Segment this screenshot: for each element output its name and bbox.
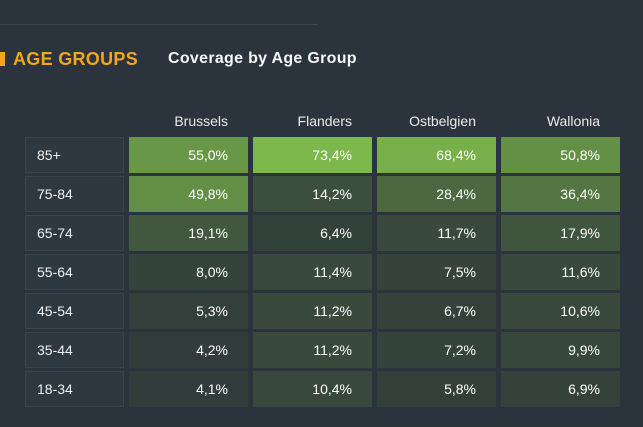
- heat-cell[interactable]: 11,7%: [377, 215, 496, 251]
- heat-cell[interactable]: 10,6%: [501, 293, 620, 329]
- heat-cell[interactable]: 14,2%: [253, 176, 372, 212]
- row-label: 75-84: [25, 176, 124, 212]
- heat-cell[interactable]: 4,1%: [129, 371, 248, 407]
- heat-cell[interactable]: 6,4%: [253, 215, 372, 251]
- heat-cell[interactable]: 11,2%: [253, 293, 372, 329]
- row-label: 35-44: [25, 332, 124, 368]
- row-label: 18-34: [25, 371, 124, 407]
- heat-cell[interactable]: 10,4%: [253, 371, 372, 407]
- heat-cell[interactable]: 36,4%: [501, 176, 620, 212]
- heat-cell[interactable]: 17,9%: [501, 215, 620, 251]
- clipped-letter-fragment: [0, 52, 5, 66]
- heat-cell[interactable]: 8,0%: [129, 254, 248, 290]
- heat-cell[interactable]: 19,1%: [129, 215, 248, 251]
- heat-cell[interactable]: 5,3%: [129, 293, 248, 329]
- heat-cell[interactable]: 6,9%: [501, 371, 620, 407]
- heat-cell[interactable]: 7,5%: [377, 254, 496, 290]
- row-label: 45-54: [25, 293, 124, 329]
- heat-cell[interactable]: 6,7%: [377, 293, 496, 329]
- heat-cell[interactable]: 68,4%: [377, 137, 496, 173]
- widget-title: Coverage by Age Group: [168, 50, 357, 67]
- heat-cell[interactable]: 49,8%: [129, 176, 248, 212]
- table-corner-spacer: [0, 100, 124, 134]
- heat-cell[interactable]: 50,8%: [501, 137, 620, 173]
- row-label: 55-64: [25, 254, 124, 290]
- heat-cell[interactable]: 7,2%: [377, 332, 496, 368]
- row-label: 65-74: [25, 215, 124, 251]
- column-header-wallonia: Wallonia: [546, 113, 600, 129]
- section-title-age-groups: AGE GROUPS: [13, 49, 139, 69]
- coverage-heatmap-table: Brussels Flanders Ostbelgien Wallonia 85…: [0, 100, 620, 407]
- column-header-ostbelgien: Ostbelgien: [409, 113, 476, 129]
- header-divider: [0, 24, 318, 25]
- heat-cell[interactable]: 28,4%: [377, 176, 496, 212]
- heat-cell[interactable]: 11,2%: [253, 332, 372, 368]
- heat-cell[interactable]: 11,4%: [253, 254, 372, 290]
- heat-cell[interactable]: 4,2%: [129, 332, 248, 368]
- heat-cell[interactable]: 11,6%: [501, 254, 620, 290]
- heat-cell[interactable]: 73,4%: [253, 137, 372, 173]
- heat-cell[interactable]: 55,0%: [129, 137, 248, 173]
- row-label: 85+: [25, 137, 124, 173]
- column-header-brussels: Brussels: [174, 113, 228, 129]
- heat-cell[interactable]: 5,8%: [377, 371, 496, 407]
- column-header-flanders: Flanders: [297, 113, 352, 129]
- heat-cell[interactable]: 9,9%: [501, 332, 620, 368]
